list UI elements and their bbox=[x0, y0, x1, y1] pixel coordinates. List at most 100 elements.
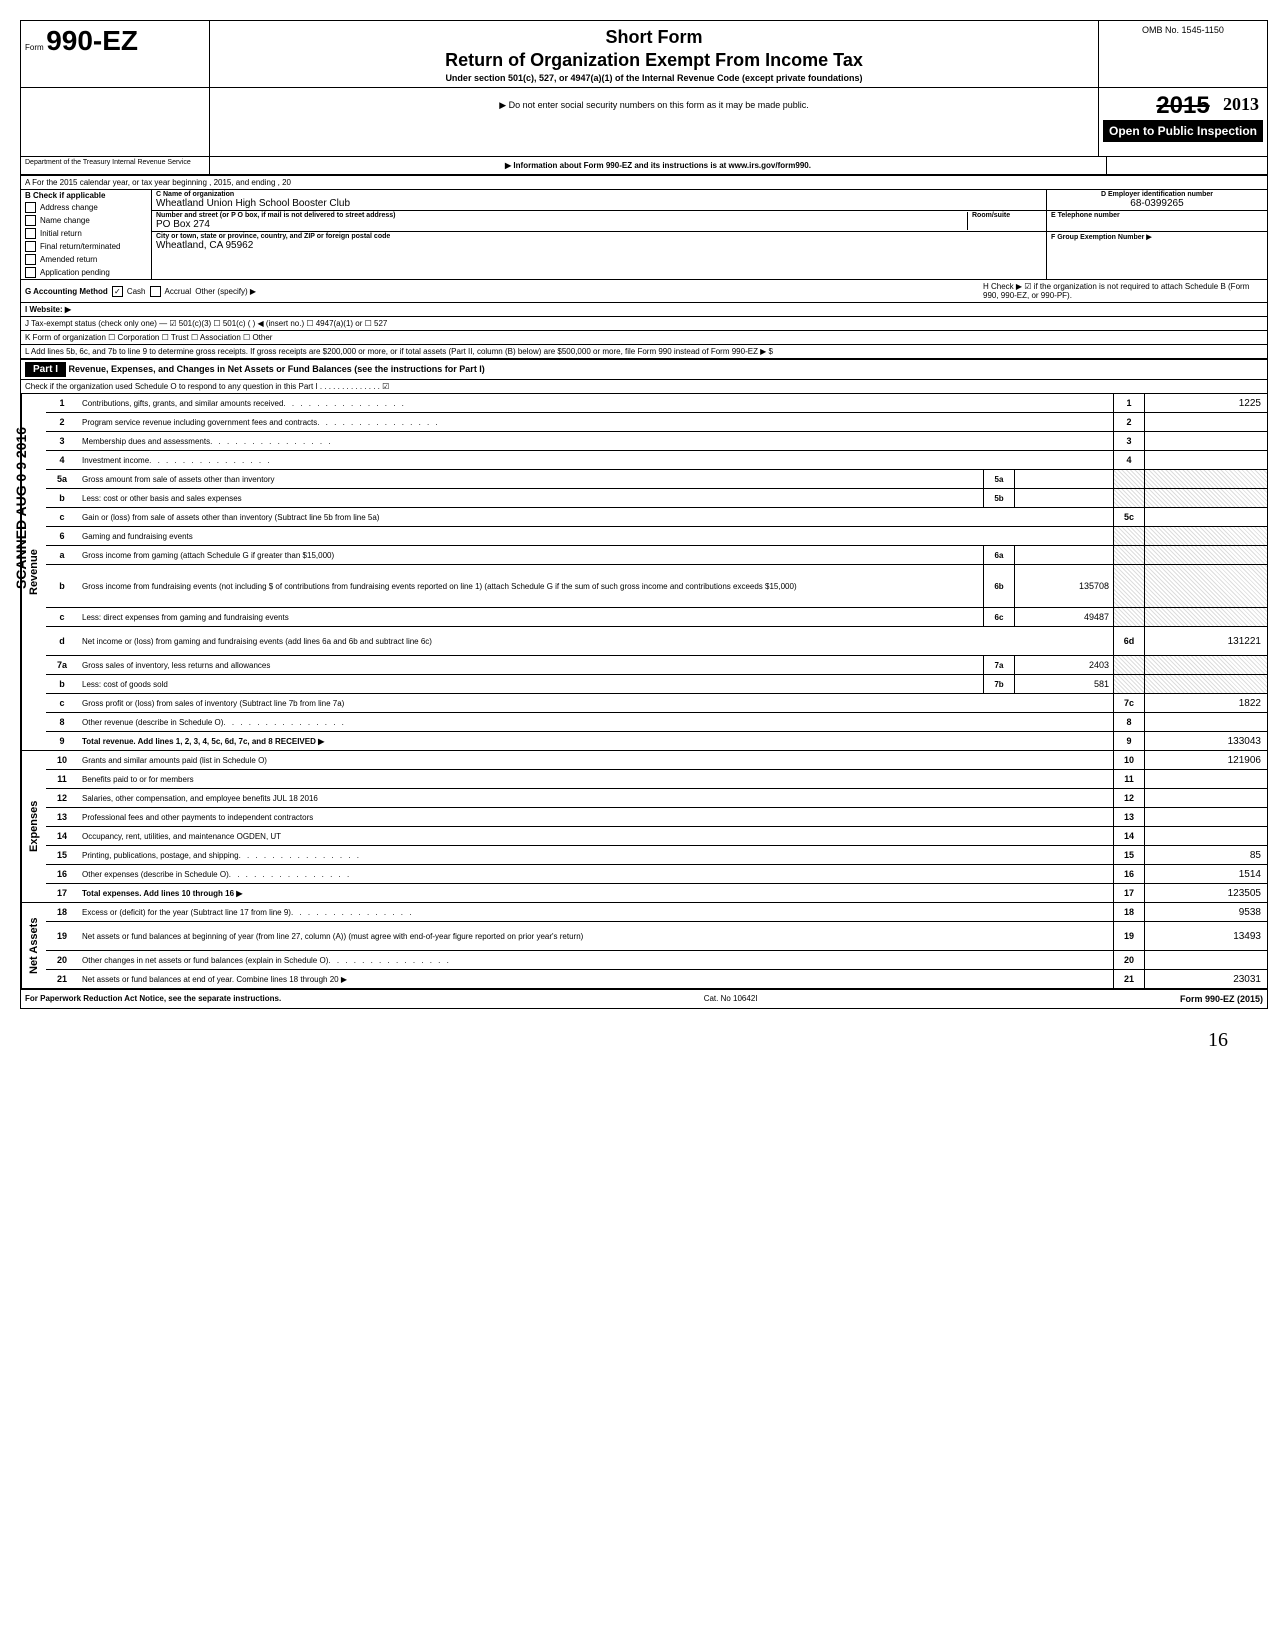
revenue-side-label: Revenue bbox=[21, 394, 46, 750]
line-num: c bbox=[46, 508, 78, 526]
shaded-cell bbox=[1144, 565, 1267, 607]
line-val bbox=[1144, 951, 1267, 969]
shaded-cell bbox=[1144, 608, 1267, 626]
line-ref: 17 bbox=[1113, 884, 1144, 902]
group-exemption-label: F Group Exemption Number ▶ bbox=[1051, 233, 1263, 241]
form-number: 990-EZ bbox=[46, 25, 138, 56]
cb-application-pending[interactable] bbox=[25, 267, 36, 278]
cb-initial-return[interactable] bbox=[25, 228, 36, 239]
footer-right: Form 990-EZ (2015) bbox=[1180, 994, 1263, 1004]
line-ref: 12 bbox=[1113, 789, 1144, 807]
line-val bbox=[1144, 432, 1267, 450]
mid-ref: 7a bbox=[983, 656, 1014, 674]
mid-ref: 6c bbox=[983, 608, 1014, 626]
section-h: H Check ▶ ☑ if the organization is not r… bbox=[983, 282, 1263, 300]
line-num: 9 bbox=[46, 732, 78, 750]
line-desc: Gross income from fundraising events (no… bbox=[78, 565, 983, 607]
mid-ref: 6a bbox=[983, 546, 1014, 564]
line-val: 133043 bbox=[1144, 732, 1267, 750]
shaded-cell bbox=[1113, 489, 1144, 507]
street-label: Number and street (or P O box, if mail i… bbox=[156, 212, 967, 219]
shaded-cell bbox=[1113, 527, 1144, 545]
room-label: Room/suite bbox=[972, 212, 1042, 219]
line-ref: 11 bbox=[1113, 770, 1144, 788]
line-ref: 14 bbox=[1113, 827, 1144, 845]
mid-ref: 5a bbox=[983, 470, 1014, 488]
shaded-cell bbox=[1113, 608, 1144, 626]
line-num: d bbox=[46, 627, 78, 655]
line-desc: Total revenue. Add lines 1, 2, 3, 4, 5c,… bbox=[78, 732, 1113, 750]
netassets-side-label: Net Assets bbox=[21, 903, 46, 988]
part1-check-line: Check if the organization used Schedule … bbox=[21, 380, 1267, 394]
org-name-label: C Name of organization bbox=[156, 191, 1042, 198]
line-ref: 9 bbox=[1113, 732, 1144, 750]
line-desc: Investment income bbox=[78, 451, 1113, 469]
cb-final-return[interactable] bbox=[25, 241, 36, 252]
line-num: 13 bbox=[46, 808, 78, 826]
line-desc: Gross income from gaming (attach Schedul… bbox=[78, 546, 983, 564]
mid-val bbox=[1014, 489, 1113, 507]
cb-label: Initial return bbox=[40, 229, 82, 238]
open-public-badge: Open to Public Inspection bbox=[1103, 120, 1263, 142]
year-handwritten: 2013 bbox=[1223, 94, 1259, 115]
shaded-cell bbox=[1144, 527, 1267, 545]
line-ref: 13 bbox=[1113, 808, 1144, 826]
cb-address-change[interactable] bbox=[25, 202, 36, 213]
line-ref: 4 bbox=[1113, 451, 1144, 469]
section-b-label: B Check if applicable bbox=[21, 190, 151, 201]
line-desc: Program service revenue including govern… bbox=[78, 413, 1113, 431]
omb-number: OMB No. 1545-1150 bbox=[1103, 25, 1263, 35]
subtitle: Under section 501(c), 527, or 4947(a)(1)… bbox=[218, 73, 1090, 83]
line-num: 2 bbox=[46, 413, 78, 431]
cb-label: Application pending bbox=[40, 268, 110, 277]
line-num: 11 bbox=[46, 770, 78, 788]
accrual-label: Accrual bbox=[165, 287, 192, 296]
footer-mid: Cat. No 10642I bbox=[704, 994, 758, 1004]
line-val bbox=[1144, 827, 1267, 845]
line-ref: 2 bbox=[1113, 413, 1144, 431]
line-desc: Printing, publications, postage, and shi… bbox=[78, 846, 1113, 864]
line-ref: 3 bbox=[1113, 432, 1144, 450]
line-desc: Less: direct expenses from gaming and fu… bbox=[78, 608, 983, 626]
line-desc: Benefits paid to or for members bbox=[78, 770, 1113, 788]
cb-name-change[interactable] bbox=[25, 215, 36, 226]
ein-value: 68-0399265 bbox=[1051, 198, 1263, 209]
line-desc: Other revenue (describe in Schedule O) bbox=[78, 713, 1113, 731]
line-ref: 6d bbox=[1113, 627, 1144, 655]
line-num: 3 bbox=[46, 432, 78, 450]
line-num: 16 bbox=[46, 865, 78, 883]
line-desc: Contributions, gifts, grants, and simila… bbox=[78, 394, 1113, 412]
line-desc: Total expenses. Add lines 10 through 16 … bbox=[78, 884, 1113, 902]
cb-cash[interactable]: ✓ bbox=[112, 286, 123, 297]
line-desc: Net assets or fund balances at end of ye… bbox=[78, 970, 1113, 988]
other-label: Other (specify) ▶ bbox=[195, 287, 256, 296]
city-value: Wheatland, CA 95962 bbox=[156, 240, 1042, 251]
cb-accrual[interactable] bbox=[150, 286, 161, 297]
line-val bbox=[1144, 413, 1267, 431]
shaded-cell bbox=[1144, 489, 1267, 507]
mid-val bbox=[1014, 470, 1113, 488]
form-of-org: K Form of organization ☐ Corporation ☐ T… bbox=[21, 331, 1267, 345]
cb-amended-return[interactable] bbox=[25, 254, 36, 265]
street-value: PO Box 274 bbox=[156, 219, 967, 230]
line-desc: Gain or (loss) from sale of assets other… bbox=[78, 508, 1113, 526]
line-num: 7a bbox=[46, 656, 78, 674]
shaded-cell bbox=[1113, 546, 1144, 564]
line-desc: Gaming and fundraising events bbox=[78, 527, 1113, 545]
line-ref: 5c bbox=[1113, 508, 1144, 526]
line-ref: 8 bbox=[1113, 713, 1144, 731]
mid-val: 135708 bbox=[1014, 565, 1113, 607]
line-desc: Membership dues and assessments bbox=[78, 432, 1113, 450]
line-num: 10 bbox=[46, 751, 78, 769]
line-val bbox=[1144, 508, 1267, 526]
mid-val: 581 bbox=[1014, 675, 1113, 693]
cb-label: Address change bbox=[40, 203, 98, 212]
section-a: A For the 2015 calendar year, or tax yea… bbox=[21, 176, 1267, 190]
info-line: Information about Form 990-EZ and its in… bbox=[210, 157, 1106, 174]
line-ref: 7c bbox=[1113, 694, 1144, 712]
line-desc: Other changes in net assets or fund bala… bbox=[78, 951, 1113, 969]
line-num: 6 bbox=[46, 527, 78, 545]
footer-left: For Paperwork Reduction Act Notice, see … bbox=[25, 994, 281, 1004]
year-printed: 2015 bbox=[1156, 92, 1209, 119]
line-ref: 10 bbox=[1113, 751, 1144, 769]
